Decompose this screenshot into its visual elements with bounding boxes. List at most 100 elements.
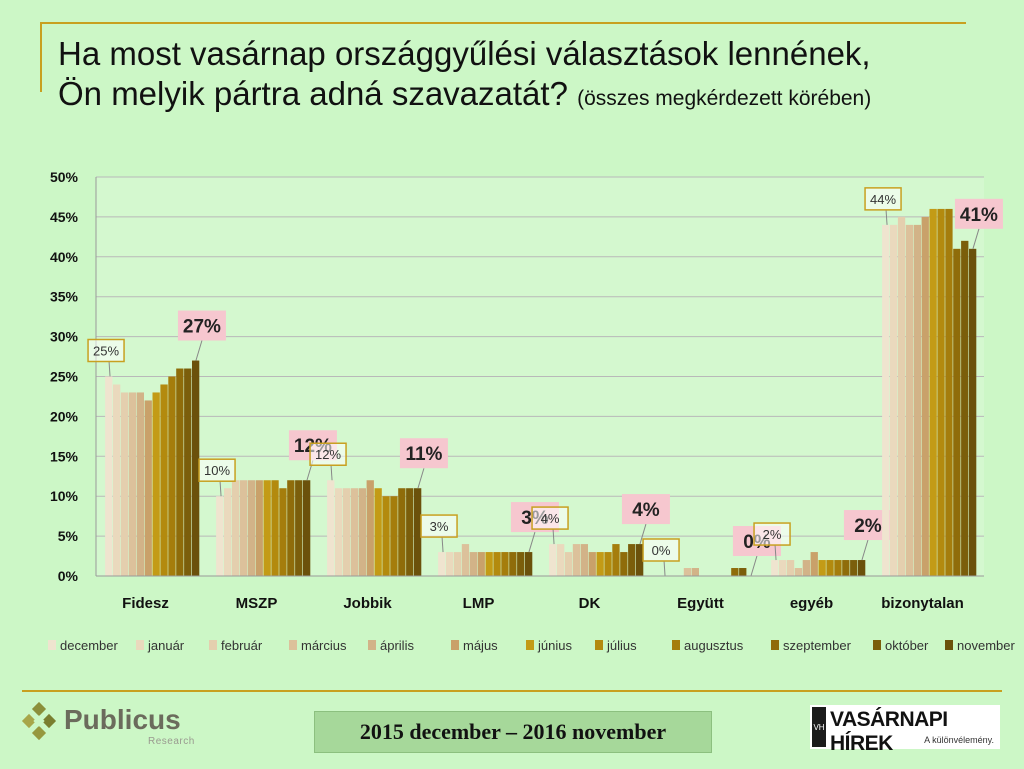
data-label-leader	[219, 481, 222, 497]
data-label-box-first	[87, 338, 125, 363]
bar	[683, 568, 692, 576]
vh-mark: VH	[812, 707, 826, 747]
data-label-box-last	[954, 198, 1003, 229]
bar	[953, 248, 961, 576]
bar	[890, 224, 898, 576]
legend-label: január	[147, 638, 185, 653]
bar	[327, 480, 335, 576]
title-line-2: Ön melyik pártra adná szavazatát? (össze…	[58, 74, 1008, 119]
data-label-box-first	[642, 538, 680, 562]
title-subtitle: (összes megkérdezett körében)	[577, 87, 872, 110]
bar	[128, 392, 137, 576]
bar	[144, 400, 152, 576]
bar	[271, 480, 279, 576]
period-box: 2015 december – 2016 november	[314, 711, 712, 753]
bar	[231, 480, 240, 576]
bar	[390, 496, 398, 576]
data-label-leader	[861, 539, 869, 561]
bar	[168, 376, 176, 576]
data-label-leader	[552, 529, 555, 545]
bar	[628, 544, 636, 576]
data-label-leader	[417, 468, 425, 489]
bar	[580, 544, 588, 576]
legend-label: augusztus	[684, 638, 744, 653]
bar	[446, 552, 454, 576]
bar	[834, 560, 842, 576]
data-label-leader	[774, 545, 777, 561]
y-tick-label: 50%	[50, 169, 79, 185]
bar	[771, 560, 779, 576]
bar	[802, 560, 810, 576]
bar	[921, 216, 929, 576]
bar	[184, 368, 192, 576]
publicus-logo-sub: Research	[148, 736, 195, 747]
x-tick-label: Jobbik	[343, 595, 392, 612]
legend-label: május	[463, 638, 498, 653]
bar	[105, 376, 113, 576]
bar	[549, 544, 557, 576]
y-tick-label: 15%	[50, 448, 79, 464]
legend-swatch	[368, 640, 376, 650]
bar	[120, 392, 129, 576]
y-tick-label: 20%	[50, 408, 79, 424]
legend-label: június	[537, 638, 572, 653]
data-label-box-last	[399, 438, 448, 469]
bar	[897, 216, 906, 576]
legend-label: november	[957, 638, 1015, 653]
chart-title: Ha most vasárnap országgyűlési választás…	[58, 34, 1008, 119]
y-tick-label: 45%	[50, 209, 79, 225]
bar	[247, 480, 255, 576]
y-tick-label: 40%	[50, 249, 79, 265]
bar	[929, 208, 937, 577]
data-label-last: 4%	[632, 500, 660, 521]
vh-logo-text: VASÁRNAPI HÍREK	[830, 708, 948, 755]
publicus-logo-text: Publicus	[64, 704, 181, 735]
bar	[279, 488, 287, 576]
bar	[691, 568, 699, 576]
y-tick-label: 25%	[50, 369, 79, 385]
bar	[779, 560, 787, 576]
x-tick-label: MSZP	[236, 595, 278, 612]
bar	[794, 568, 803, 576]
bar	[636, 544, 644, 576]
y-tick-label: 0%	[58, 568, 79, 584]
bar	[509, 552, 517, 576]
bar	[517, 552, 525, 576]
data-label-box-first	[198, 458, 236, 482]
legend-swatch	[945, 640, 953, 650]
data-label-box-last	[177, 310, 226, 341]
data-label-leader	[639, 523, 647, 545]
legend-swatch	[595, 640, 603, 650]
bar	[295, 480, 303, 576]
bar	[969, 248, 977, 576]
y-tick-label: 35%	[50, 289, 79, 305]
data-label-last: 27%	[183, 317, 221, 338]
data-label-first: 0%	[652, 543, 671, 558]
bar	[493, 552, 501, 576]
bar	[453, 552, 462, 576]
bar	[850, 560, 858, 576]
data-label-box-first	[309, 442, 347, 466]
bar	[620, 552, 628, 576]
bar	[358, 488, 366, 576]
legend-swatch	[136, 640, 144, 650]
bar	[501, 552, 509, 576]
bar	[152, 392, 160, 576]
legend-swatch	[209, 640, 217, 650]
data-label-first: 2%	[763, 527, 782, 542]
bar	[263, 480, 271, 576]
data-label-box-first	[531, 506, 569, 530]
bar	[596, 552, 604, 576]
bottom-rule	[22, 690, 1002, 692]
bar	[160, 384, 168, 576]
x-tick-label: egyéb	[790, 595, 833, 612]
top-rule	[40, 22, 966, 24]
data-label-leader	[972, 228, 980, 249]
bar	[398, 488, 406, 576]
y-tick-label: 5%	[58, 528, 79, 544]
bar	[406, 488, 414, 576]
x-tick-label: bizonytalan	[881, 595, 964, 612]
bar	[192, 360, 200, 576]
vasarnapi-hirek-logo: VH VASÁRNAPI HÍREK A különvélemény.	[810, 705, 1000, 755]
legend-label: július	[606, 638, 637, 653]
